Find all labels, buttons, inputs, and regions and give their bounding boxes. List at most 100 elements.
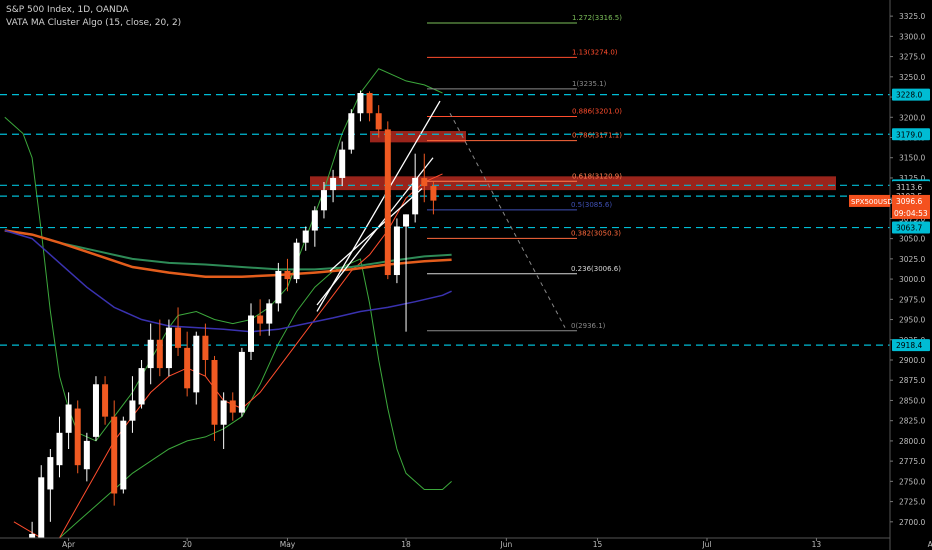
bull-candle [248,315,254,352]
y-tick-label: 2950.0 [899,316,925,325]
y-tick-label: 2975.0 [899,295,925,304]
resistance-zone [370,131,466,143]
fib-projection-line [449,112,566,328]
fib-level-label: 1(3235.1) [572,80,607,88]
bear-candle [111,416,118,494]
bull-candle [330,177,337,191]
x-tick-label: 18 [401,540,411,549]
bull-candle [311,210,318,231]
y-tick-label: 2900.0 [899,356,925,365]
extra-price-tag: 3113.6 [896,183,922,192]
y-tick-label: 3250.0 [899,73,925,82]
bull-candle [293,242,300,280]
current-price-bg [892,194,930,219]
y-tick-label: 3150.0 [899,154,925,163]
bear-candle [175,327,182,348]
bull-candle [266,303,273,324]
bull-candle [238,351,245,413]
bull-candle [65,404,72,433]
chart-legend: S&P 500 Index, 1D, OANDA VATA MA Cluster… [6,4,181,30]
long-ma-blue [4,229,452,333]
x-tick-label: May [280,540,296,549]
countdown-label: 09:04:53 [894,209,928,218]
y-tick-label: 2825.0 [899,417,925,426]
y-tick-label: 3050.0 [899,235,925,244]
bull-candle [320,190,327,211]
bear-candle [375,113,382,130]
x-tick-label: Apr [62,540,76,549]
y-tick-label: 3125.0 [899,174,925,183]
bull-candle [47,457,54,490]
bear-candle [421,177,428,187]
fib-level-label: 0.382(3050.3) [571,229,621,237]
bear-candle [366,93,373,114]
bear-candle [257,315,264,324]
price-tags-layer: 3228.03179.03115.93102.53063.72918.43113… [849,88,930,352]
level-price-tag-bg [892,221,930,234]
x-tick-label: Aug [928,540,932,549]
y-tick-label: 3025.0 [899,255,925,264]
long-ma-orange [4,229,452,278]
x-tick-label: Jun [500,540,513,549]
resistance-zone [310,176,836,191]
level-price-tag: 2918.4 [896,341,922,350]
level-price-tag-bg [892,128,930,141]
y-tick-label: 2700.0 [899,518,925,527]
y-tick-label: 3325.0 [899,12,925,21]
bear-candle [384,129,391,276]
y-tick-label: 3300.0 [899,32,925,41]
fib-level-label: 0.236(3006.6) [571,265,621,273]
bear-candle [102,384,109,417]
fib-level-label: 1.272(3316.5) [572,14,622,22]
level-price-tag-bg [892,339,930,352]
bull-candle [165,327,172,369]
y-tick-label: 2800.0 [899,437,925,446]
bear-candle [74,408,81,466]
x-tick-label: 13 [812,540,822,549]
y-tick-label: 2875.0 [899,376,925,385]
y-tick-label: 2775.0 [899,457,925,466]
bull-candle [38,477,45,538]
x-tick-label: 15 [593,540,603,549]
fib-level-label: 0.886(3201.0) [572,107,622,115]
bull-candle [302,230,309,243]
bear-candle [211,360,218,425]
bull-candle [220,400,227,425]
symbol-tag-bg [849,194,890,207]
x-tick-label: Jul [701,540,711,549]
x-tick-label: 20 [182,540,192,549]
bull-candle [138,368,145,405]
fib-level-label: 0.618(3120.9) [572,172,622,180]
lower-band [4,258,452,539]
bull-candle [357,93,364,114]
bull-candle [275,271,282,304]
fib-level-label: 0(2936.1) [571,322,606,330]
level-price-tag: 3063.7 [896,224,922,233]
y-tick-label: 2725.0 [899,498,925,507]
bear-candle [156,339,163,369]
bull-candle [56,432,63,466]
bull-candle [129,400,136,421]
y-tick-label: 2750.0 [899,477,925,486]
bear-candle [284,271,291,280]
bear-candle [430,186,437,201]
level-price-tag: 3179.0 [896,130,922,139]
symbol-tag: SPX500USD [851,198,893,206]
y-tick-label: 3200.0 [899,113,925,122]
trend-line [329,187,423,272]
trend-line [316,100,441,312]
symbol-title: S&P 500 Index, 1D, OANDA [6,5,129,15]
bear-candle [184,347,191,389]
fib-level-label: 1.13(3274.0) [572,48,618,56]
bull-candle [92,384,99,437]
bull-candle [193,335,200,393]
y-tick-label: 3275.0 [899,53,925,62]
upper-band [4,68,443,442]
bull-candle [29,533,36,538]
bear-candle [202,335,209,360]
candles-layer [29,90,437,538]
current-price-label: 3096.6 [896,197,922,206]
fib-level-label: 0.786(3171.1) [572,132,622,140]
